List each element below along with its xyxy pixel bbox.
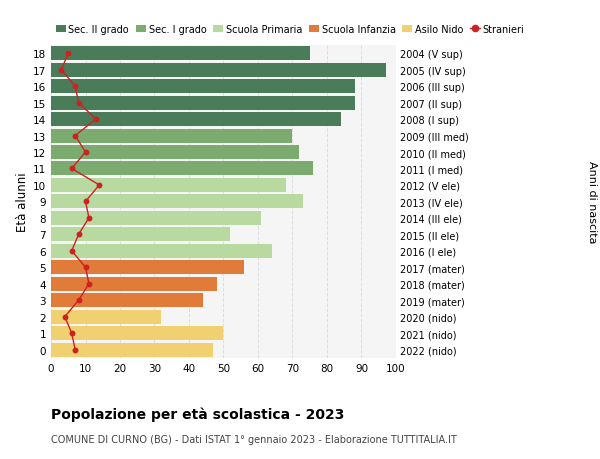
Point [56, 67, 66, 74]
Bar [51, 228, 230, 242]
Bar [51, 343, 213, 357]
Point [70, 83, 80, 90]
Bar [51, 244, 272, 258]
Point [67, 330, 77, 337]
Text: Anni di nascita: Anni di nascita [587, 161, 597, 243]
Bar [51, 261, 244, 274]
Legend: Sec. II grado, Sec. I grado, Scuola Primaria, Scuola Infanzia, Asilo Nido, Stran: Sec. II grado, Sec. I grado, Scuola Prim… [56, 25, 524, 35]
Text: Popolazione per età scolastica - 2023: Popolazione per età scolastica - 2023 [51, 406, 344, 421]
Point [84, 215, 94, 222]
Bar [51, 96, 355, 110]
Bar [51, 162, 313, 176]
Point [64, 50, 73, 58]
Bar [51, 294, 203, 308]
Point [70, 346, 80, 353]
Bar [51, 326, 223, 341]
Point [74, 297, 83, 304]
Bar [51, 310, 161, 324]
Bar [51, 277, 217, 291]
Point [80, 198, 91, 206]
Point [80, 264, 91, 271]
Point [95, 182, 104, 189]
Point [67, 247, 77, 255]
Point [80, 149, 91, 157]
Bar [51, 63, 386, 78]
Point [74, 231, 83, 239]
Point [91, 116, 101, 123]
Bar [51, 146, 299, 160]
Point [60, 313, 70, 321]
Bar [51, 80, 355, 94]
Bar [51, 113, 341, 127]
Y-axis label: Età alunni: Età alunni [16, 172, 29, 232]
Point [74, 100, 83, 107]
Bar [51, 47, 310, 61]
Point [70, 133, 80, 140]
Point [67, 165, 77, 173]
Point [84, 280, 94, 288]
Bar [51, 195, 303, 209]
Text: COMUNE DI CURNO (BG) - Dati ISTAT 1° gennaio 2023 - Elaborazione TUTTITALIA.IT: COMUNE DI CURNO (BG) - Dati ISTAT 1° gen… [51, 434, 457, 444]
Bar [51, 129, 292, 143]
Bar [51, 179, 286, 192]
Bar [51, 212, 262, 225]
